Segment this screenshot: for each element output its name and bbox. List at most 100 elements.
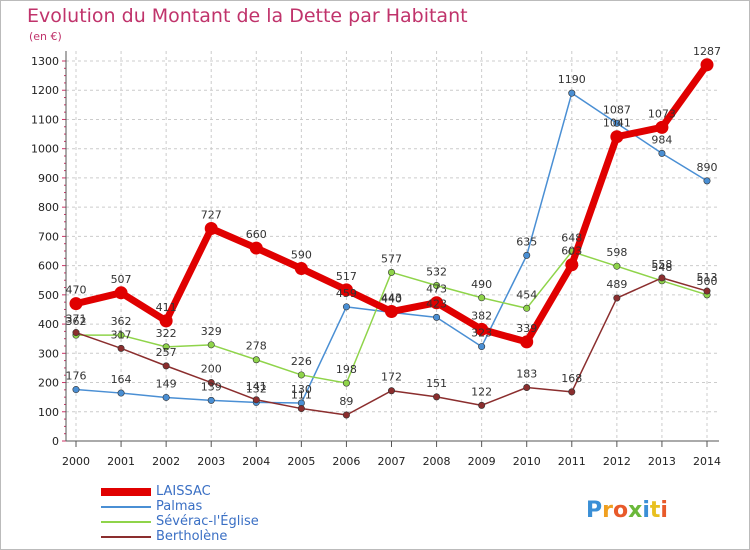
data-point: [433, 313, 441, 321]
chart-title: Evolution du Montant de la Dette par Hab…: [27, 5, 468, 27]
data-point: [342, 379, 350, 387]
data-label: 111: [291, 389, 312, 402]
x-tick-label: 2002: [152, 455, 180, 468]
data-label: 141: [246, 380, 267, 393]
data-point: [387, 387, 395, 395]
data-point: [207, 379, 215, 387]
data-label: 648: [561, 232, 582, 245]
chart-subtitle: (en €): [29, 30, 62, 43]
data-label: 454: [516, 288, 537, 301]
data-point: [568, 89, 576, 97]
data-label: 513: [697, 271, 718, 284]
data-point: [565, 258, 579, 272]
data-label: 200: [201, 363, 222, 376]
legend-label: Sévérac-l'Église: [156, 514, 259, 529]
x-tick-label: 2004: [242, 455, 270, 468]
data-point: [613, 262, 621, 270]
data-point: [117, 331, 125, 339]
data-label: 1287: [693, 45, 721, 58]
data-label: 470: [66, 284, 87, 297]
data-point: [249, 241, 263, 255]
legend-swatch: [101, 488, 151, 496]
svg-text:Proxiti: Proxiti: [586, 498, 668, 523]
data-label: 1073: [648, 107, 676, 120]
data-point: [475, 322, 489, 336]
data-label: 548: [651, 261, 672, 274]
x-tick-label: 2005: [287, 455, 315, 468]
data-label: 1087: [603, 103, 631, 116]
data-point: [117, 389, 125, 397]
data-label: 371: [66, 313, 87, 326]
y-tick-label: 1200: [31, 84, 59, 97]
data-label: 122: [471, 385, 492, 398]
data-point: [159, 314, 173, 328]
data-label: 130: [291, 383, 312, 396]
x-tick-label: 2013: [648, 455, 676, 468]
data-point: [478, 294, 486, 302]
data-label: 598: [606, 246, 627, 259]
data-label: 473: [426, 283, 447, 296]
data-label: 362: [66, 315, 87, 328]
data-point: [430, 296, 444, 310]
data-label: 459: [336, 287, 357, 300]
data-label: 322: [156, 327, 177, 340]
data-point: [523, 304, 531, 312]
legend-label: Palmas: [156, 499, 203, 514]
data-label: 176: [66, 370, 87, 383]
series-layer: [69, 58, 714, 419]
data-labels: 470 507 411 727 660 590 517 443 473 382 339 603 1041…: [66, 45, 722, 408]
x-tick-label: 2008: [423, 455, 451, 468]
legend-swatch: [101, 521, 151, 523]
data-point: [655, 120, 669, 134]
data-point: [523, 251, 531, 259]
x-tick-label: 2014: [693, 455, 721, 468]
y-tick-label: 0: [52, 435, 59, 448]
data-label: 490: [471, 278, 492, 291]
data-point: [162, 362, 170, 370]
data-label: 500: [697, 275, 718, 288]
data-point: [204, 221, 218, 235]
data-point: [117, 344, 125, 352]
data-label: 590: [291, 249, 312, 262]
data-label: 984: [651, 133, 672, 146]
y-tick-label: 600: [38, 260, 59, 273]
data-label: 198: [336, 363, 357, 376]
data-label: 257: [156, 346, 177, 359]
data-label: 323: [471, 327, 492, 340]
data-label: 532: [426, 265, 447, 278]
x-tick-label: 2009: [468, 455, 496, 468]
data-point: [387, 268, 395, 276]
y-tick-label: 700: [38, 230, 59, 243]
data-label: 172: [381, 371, 402, 384]
data-label: 183: [516, 368, 537, 381]
data-point: [297, 371, 305, 379]
data-point: [433, 393, 441, 401]
data-label: 382: [471, 309, 492, 322]
data-label: 278: [246, 340, 267, 353]
x-tick-label: 2001: [107, 455, 135, 468]
data-label: 635: [516, 235, 537, 248]
data-point: [385, 305, 398, 319]
data-point: [207, 341, 215, 349]
data-point: [162, 393, 170, 401]
data-label: 411: [156, 301, 177, 314]
data-label: 1190: [558, 73, 586, 86]
data-point: [568, 388, 576, 396]
data-label: 164: [111, 373, 132, 386]
data-label: 890: [697, 161, 718, 174]
y-tick-label: 1000: [31, 143, 59, 156]
data-point: [703, 177, 711, 185]
data-point: [72, 329, 80, 337]
data-point: [252, 356, 260, 364]
x-tick-label: 2003: [197, 455, 225, 468]
data-point: [252, 396, 260, 404]
data-point: [297, 405, 305, 413]
y-tick-label: 1300: [31, 55, 59, 68]
data-label: 727: [201, 208, 222, 221]
y-tick-label: 500: [38, 289, 59, 302]
data-label: 317: [111, 328, 132, 341]
data-point: [658, 149, 666, 157]
data-label: 132: [246, 382, 267, 395]
